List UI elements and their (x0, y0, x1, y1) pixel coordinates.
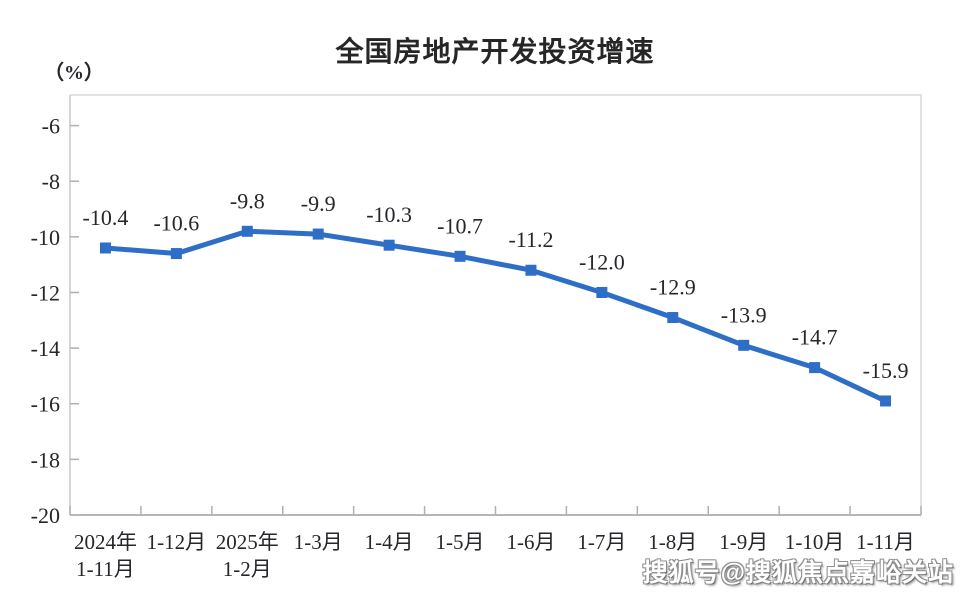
data-point-label: -9.9 (301, 191, 336, 216)
y-tick-label: -10 (31, 225, 60, 250)
y-tick-label: -16 (31, 392, 60, 417)
data-point-marker (312, 228, 324, 240)
data-point-marker (99, 242, 111, 254)
data-point-marker (454, 250, 466, 262)
data-point-marker (525, 264, 537, 276)
data-point-label: -10.6 (153, 211, 199, 236)
data-point-marker (667, 312, 679, 324)
data-point-marker (880, 395, 892, 407)
data-point-marker (738, 339, 750, 351)
data-point-label: -14.7 (792, 325, 838, 350)
x-category-label: 1-8月 (648, 530, 697, 554)
x-category-label: 2024年 (74, 530, 137, 554)
x-category-label: 1-3月 (294, 530, 343, 554)
data-point-marker (241, 225, 253, 237)
data-point-label: -12.9 (650, 275, 696, 300)
watermark-text: 搜狐号@搜狐焦点嘉峪关站 (642, 559, 954, 587)
data-point-label: -13.9 (721, 302, 767, 327)
data-point-marker (383, 239, 395, 251)
data-point-label: -10.7 (437, 213, 483, 238)
data-point-marker (170, 248, 182, 260)
data-point-label: -11.2 (508, 227, 553, 252)
x-category-label: 1-7月 (577, 530, 626, 554)
data-point-label: -9.8 (230, 188, 265, 213)
y-axis-unit-label: （%） (44, 62, 104, 84)
data-point-label: -10.4 (83, 205, 129, 230)
data-point-marker (809, 362, 821, 374)
data-point-label: -15.9 (863, 358, 909, 383)
x-category-label: 1-4月 (365, 530, 414, 554)
x-category-label: 1-2月 (223, 557, 272, 581)
y-tick-label: -6 (42, 114, 60, 139)
plot-border-top-right (70, 94, 922, 515)
data-point-marker (596, 286, 608, 298)
data-point-label: -10.3 (366, 202, 412, 227)
x-category-label: 1-11月 (76, 557, 135, 581)
series-line (102, 228, 889, 404)
x-category-label: 2025年 (216, 530, 279, 554)
y-tick-label: -14 (31, 336, 60, 361)
x-category-label: 1-6月 (506, 530, 555, 554)
x-category-label: 1-10月 (785, 530, 845, 554)
x-category-label: 1-12月 (147, 530, 207, 554)
data-point-label: -12.0 (579, 249, 625, 274)
x-category-label: 1-9月 (719, 530, 768, 554)
y-tick-label: -8 (42, 169, 60, 194)
x-category-label: 1-5月 (436, 530, 485, 554)
y-tick-label: -18 (31, 447, 60, 472)
y-tick-label: -20 (31, 503, 60, 528)
y-tick-label: -12 (31, 280, 60, 305)
chart-title: 全国房地产开发投资增速 (335, 36, 655, 67)
x-category-label: 1-11月 (856, 530, 915, 554)
